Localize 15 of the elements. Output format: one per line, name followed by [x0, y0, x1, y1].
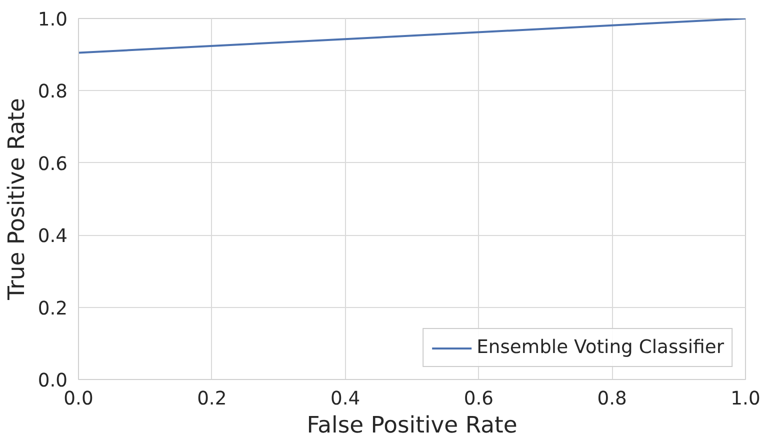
y-tick-label: 0.2: [38, 298, 68, 320]
x-tick-label: 0.2: [197, 388, 227, 410]
x-tick-label: 0.6: [464, 388, 494, 410]
y-tick-label: 0.6: [38, 154, 68, 175]
x-tick-label: 0.8: [597, 388, 627, 410]
x-tick-label: 0.4: [330, 388, 360, 410]
y-axis-title: True Positive Rate: [4, 98, 30, 301]
y-tick-label: 1.0: [38, 10, 68, 30]
legend-label: Ensemble Voting Classifier: [476, 337, 724, 358]
x-tick-label: 0.0: [64, 388, 94, 410]
x-axis-title: False Positive Rate: [306, 412, 518, 438]
y-tick-label: 0.8: [38, 82, 68, 103]
y-tick-label: 0.4: [38, 226, 68, 248]
y-tick-label: 0.0: [38, 370, 68, 392]
x-tick-label: 1.0: [730, 388, 760, 410]
